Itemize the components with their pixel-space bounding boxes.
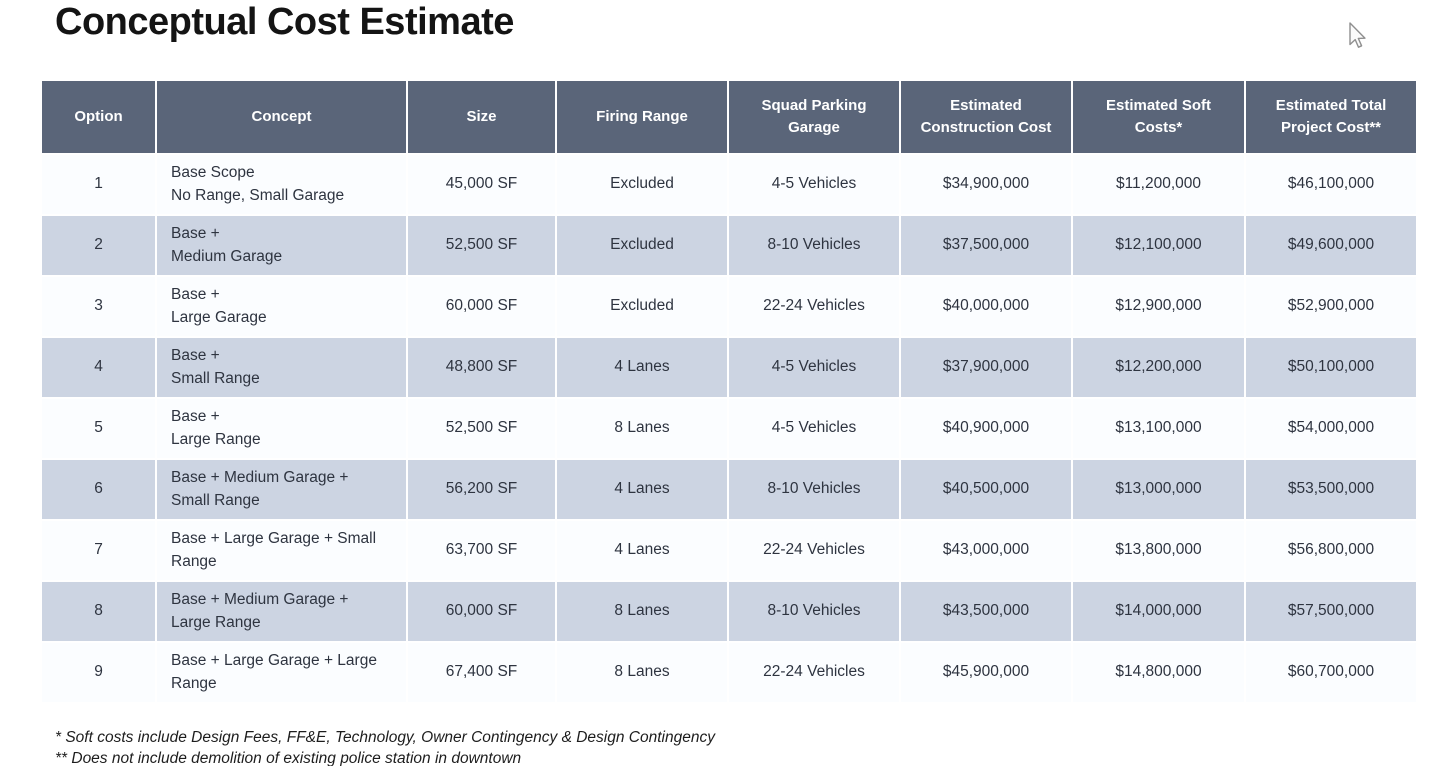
col-header-estimated-total-project-cost: Estimated Total Project Cost** xyxy=(1246,81,1416,153)
cell-squad-parking: 4-5 Vehicles xyxy=(729,399,899,458)
cell-squad-parking: 4-5 Vehicles xyxy=(729,338,899,397)
cell-squad-parking: 22-24 Vehicles xyxy=(729,521,899,580)
footnote-demolition: ** Does not include demolition of existi… xyxy=(55,750,522,766)
cell-concept: Base + Large Garage + Small Range xyxy=(157,521,406,580)
col-header-size: Size xyxy=(408,81,555,153)
cell-concept: Base + Large Range xyxy=(157,399,406,458)
col-header-option: Option xyxy=(42,81,155,153)
cell-firing-range: Excluded xyxy=(557,216,727,275)
cell-concept: Base + Medium Garage xyxy=(157,216,406,275)
cell-firing-range: 4 Lanes xyxy=(557,338,727,397)
cell-option: 1 xyxy=(42,155,155,214)
cell-soft-costs: $14,800,000 xyxy=(1073,643,1244,702)
cell-size: 67,400 SF xyxy=(408,643,555,702)
table-row: 3 Base + Large Garage 60,000 SF Excluded… xyxy=(42,277,1416,336)
cell-total-cost: $49,600,000 xyxy=(1246,216,1416,275)
cell-concept: Base + Large Garage xyxy=(157,277,406,336)
cell-total-cost: $54,000,000 xyxy=(1246,399,1416,458)
cell-construction-cost: $37,900,000 xyxy=(901,338,1071,397)
cell-firing-range: Excluded xyxy=(557,277,727,336)
cell-soft-costs: $13,000,000 xyxy=(1073,460,1244,519)
col-header-concept: Concept xyxy=(157,81,406,153)
cell-total-cost: $46,100,000 xyxy=(1246,155,1416,214)
table-row: 4 Base + Small Range 48,800 SF 4 Lanes 4… xyxy=(42,338,1416,397)
cell-option: 8 xyxy=(42,582,155,641)
cell-option: 6 xyxy=(42,460,155,519)
cell-soft-costs: $12,100,000 xyxy=(1073,216,1244,275)
cell-option: 5 xyxy=(42,399,155,458)
cell-squad-parking: 22-24 Vehicles xyxy=(729,277,899,336)
cell-size: 60,000 SF xyxy=(408,582,555,641)
table-row: 7 Base + Large Garage + Small Range 63,7… xyxy=(42,521,1416,580)
cell-firing-range: Excluded xyxy=(557,155,727,214)
cell-total-cost: $57,500,000 xyxy=(1246,582,1416,641)
cell-option: 9 xyxy=(42,643,155,702)
cell-option: 3 xyxy=(42,277,155,336)
cell-squad-parking: 8-10 Vehicles xyxy=(729,582,899,641)
col-header-estimated-construction-cost: Estimated Construction Cost xyxy=(901,81,1071,153)
cell-squad-parking: 8-10 Vehicles xyxy=(729,216,899,275)
cell-size: 52,500 SF xyxy=(408,216,555,275)
cell-firing-range: 8 Lanes xyxy=(557,399,727,458)
cell-size: 56,200 SF xyxy=(408,460,555,519)
cell-squad-parking: 4-5 Vehicles xyxy=(729,155,899,214)
cell-size: 52,500 SF xyxy=(408,399,555,458)
cell-size: 48,800 SF xyxy=(408,338,555,397)
table-row: 6 Base + Medium Garage + Small Range 56,… xyxy=(42,460,1416,519)
cell-option: 7 xyxy=(42,521,155,580)
table-row: 8 Base + Medium Garage + Large Range 60,… xyxy=(42,582,1416,641)
col-header-squad-parking-garage: Squad Parking Garage xyxy=(729,81,899,153)
cell-concept: Base + Medium Garage + Small Range xyxy=(157,460,406,519)
cell-firing-range: 8 Lanes xyxy=(557,582,727,641)
col-header-firing-range: Firing Range xyxy=(557,81,727,153)
table-row: 9 Base + Large Garage + Large Range 67,4… xyxy=(42,643,1416,702)
cell-total-cost: $60,700,000 xyxy=(1246,643,1416,702)
footnote-soft-costs: * Soft costs include Design Fees, FF&E, … xyxy=(55,729,715,746)
table-row: 1 Base Scope No Range, Small Garage 45,0… xyxy=(42,155,1416,214)
cell-soft-costs: $12,900,000 xyxy=(1073,277,1244,336)
cell-option: 2 xyxy=(42,216,155,275)
cell-soft-costs: $12,200,000 xyxy=(1073,338,1244,397)
footnotes: * Soft costs include Design Fees, FF&E, … xyxy=(55,727,715,766)
cell-concept: Base + Medium Garage + Large Range xyxy=(157,582,406,641)
cell-soft-costs: $13,100,000 xyxy=(1073,399,1244,458)
cell-construction-cost: $40,500,000 xyxy=(901,460,1071,519)
page-title: Conceptual Cost Estimate xyxy=(55,1,514,43)
cell-construction-cost: $40,000,000 xyxy=(901,277,1071,336)
cost-estimate-table: Option Concept Size Firing Range Squad P… xyxy=(40,79,1418,704)
cell-concept: Base + Large Garage + Large Range xyxy=(157,643,406,702)
cell-firing-range: 4 Lanes xyxy=(557,521,727,580)
table-header-row: Option Concept Size Firing Range Squad P… xyxy=(42,81,1416,153)
cell-squad-parking: 8-10 Vehicles xyxy=(729,460,899,519)
cell-option: 4 xyxy=(42,338,155,397)
cell-construction-cost: $34,900,000 xyxy=(901,155,1071,214)
cell-total-cost: $53,500,000 xyxy=(1246,460,1416,519)
cell-firing-range: 8 Lanes xyxy=(557,643,727,702)
cell-construction-cost: $43,000,000 xyxy=(901,521,1071,580)
cell-size: 60,000 SF xyxy=(408,277,555,336)
table-row: 2 Base + Medium Garage 52,500 SF Exclude… xyxy=(42,216,1416,275)
cell-firing-range: 4 Lanes xyxy=(557,460,727,519)
cell-concept: Base + Small Range xyxy=(157,338,406,397)
table-row: 5 Base + Large Range 52,500 SF 8 Lanes 4… xyxy=(42,399,1416,458)
cell-total-cost: $52,900,000 xyxy=(1246,277,1416,336)
col-header-estimated-soft-costs: Estimated Soft Costs* xyxy=(1073,81,1244,153)
cell-construction-cost: $40,900,000 xyxy=(901,399,1071,458)
cell-construction-cost: $43,500,000 xyxy=(901,582,1071,641)
cell-total-cost: $50,100,000 xyxy=(1246,338,1416,397)
cell-soft-costs: $11,200,000 xyxy=(1073,155,1244,214)
cell-size: 45,000 SF xyxy=(408,155,555,214)
mouse-cursor xyxy=(1349,22,1366,48)
cell-squad-parking: 22-24 Vehicles xyxy=(729,643,899,702)
cell-construction-cost: $45,900,000 xyxy=(901,643,1071,702)
cell-size: 63,700 SF xyxy=(408,521,555,580)
cell-soft-costs: $13,800,000 xyxy=(1073,521,1244,580)
cell-soft-costs: $14,000,000 xyxy=(1073,582,1244,641)
cell-total-cost: $56,800,000 xyxy=(1246,521,1416,580)
cell-construction-cost: $37,500,000 xyxy=(901,216,1071,275)
cell-concept: Base Scope No Range, Small Garage xyxy=(157,155,406,214)
